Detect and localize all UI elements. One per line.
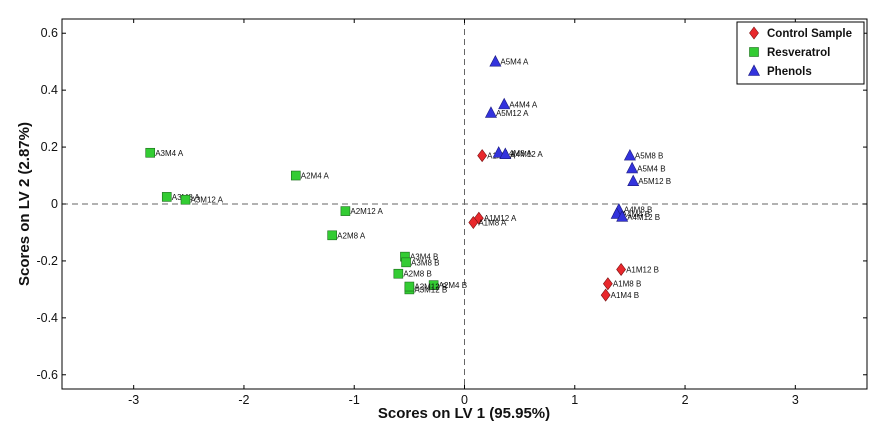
x-tick-label: 3 bbox=[792, 393, 799, 407]
data-point-square bbox=[145, 147, 156, 158]
data-point-triangle bbox=[499, 147, 512, 159]
y-tick-label: 0 bbox=[51, 197, 58, 211]
y-tick-label: -0.2 bbox=[36, 254, 58, 268]
point-label: A4M12 B bbox=[627, 213, 660, 222]
x-tick-label: 1 bbox=[571, 393, 578, 407]
legend-marker-diamond bbox=[749, 26, 759, 40]
point-label: A1M8 B bbox=[613, 280, 641, 289]
point-label: A1M12 B bbox=[626, 265, 659, 274]
data-point-triangle bbox=[626, 161, 639, 174]
x-tick-label: 2 bbox=[682, 393, 689, 407]
y-tick-label: -0.4 bbox=[36, 311, 58, 325]
point-label: A1M4 B bbox=[611, 291, 639, 300]
point-label: A5M4 A bbox=[500, 58, 529, 67]
data-point-square bbox=[404, 281, 415, 292]
data-point-triangle bbox=[616, 210, 629, 222]
data-point-square bbox=[393, 268, 404, 279]
data-point-triangle bbox=[489, 55, 502, 67]
point-label: A3M12 A bbox=[191, 196, 224, 205]
legend-label: Phenols bbox=[767, 66, 812, 78]
data-point-diamond bbox=[468, 216, 479, 229]
x-tick-label: -3 bbox=[128, 393, 139, 407]
data-point-diamond bbox=[600, 288, 611, 302]
legend-label: Control Sample bbox=[767, 28, 852, 40]
reference-lines bbox=[62, 19, 867, 389]
point-label: A5M12 A bbox=[496, 109, 529, 118]
y-axis-title: Scores on LV 2 (2.87%) bbox=[16, 122, 33, 286]
point-label: A2M12 B bbox=[414, 283, 447, 292]
data-point-square bbox=[327, 230, 337, 241]
data-point-triangle bbox=[623, 148, 636, 161]
y-tick-label: 0.4 bbox=[41, 83, 58, 97]
x-tick-label: 0 bbox=[461, 393, 468, 407]
data-point-diamond bbox=[477, 149, 488, 163]
legend: Control Sample Resveratrol Phenols bbox=[736, 21, 865, 85]
x-axis-title: Scores on LV 1 (95.95%) bbox=[378, 405, 550, 422]
data-point-diamond bbox=[602, 277, 613, 291]
x-axis-ticks: -3 -2 -1 0 1 2 3 bbox=[128, 19, 799, 407]
data-point-triangle bbox=[484, 106, 497, 118]
data-point-square bbox=[290, 170, 301, 181]
point-label: A2M8 B bbox=[403, 270, 431, 279]
point-label: A4M8 A bbox=[504, 149, 533, 158]
point-label: A2M8 A bbox=[337, 231, 366, 240]
point-label: A3M8 B bbox=[411, 258, 439, 267]
data-point-triangle bbox=[498, 97, 511, 110]
legend-label: Resveratrol bbox=[767, 47, 830, 59]
point-label: A5M12 B bbox=[638, 177, 671, 186]
y-tick-label: 0.2 bbox=[41, 140, 58, 154]
y-axis-ticks: -0.6 -0.4 -0.2 0 0.2 0.4 0.6 bbox=[36, 26, 867, 382]
point-label: A4M8 B bbox=[624, 206, 652, 215]
point-label: A4M4 B bbox=[622, 210, 650, 219]
point-label: A1M12 A bbox=[484, 214, 517, 223]
y-tick-label: 0.6 bbox=[41, 26, 58, 40]
x-tick-label: -2 bbox=[238, 393, 249, 407]
data-point-triangle bbox=[492, 146, 505, 158]
data-point-square bbox=[428, 280, 439, 290]
point-label: A3M4 B bbox=[410, 253, 438, 262]
data-point-square bbox=[340, 206, 351, 216]
data-point-diamond bbox=[616, 262, 626, 276]
legend-marker-triangle bbox=[748, 64, 760, 76]
data-point-square bbox=[401, 257, 411, 268]
point-label: A4M12 A bbox=[510, 150, 543, 159]
data-point-square bbox=[161, 192, 172, 202]
point-label: A4M4 A bbox=[509, 100, 538, 109]
data-point-square bbox=[180, 194, 191, 205]
point-label: A5M8 B bbox=[635, 152, 663, 161]
x-tick-label: -1 bbox=[349, 393, 360, 407]
legend-marker-square bbox=[749, 47, 759, 57]
point-label: A2M4 B bbox=[439, 281, 467, 290]
point-label: A2M12 A bbox=[350, 207, 383, 216]
y-tick-label: -0.6 bbox=[36, 368, 58, 382]
point-label: A1M8 A bbox=[478, 219, 507, 228]
point-label: A3M12 B bbox=[414, 285, 447, 294]
point-label: A3M4 A bbox=[155, 149, 184, 158]
data-point-triangle bbox=[627, 174, 640, 187]
point-label: A5M4 B bbox=[637, 164, 665, 173]
point-label: A2M4 A bbox=[301, 172, 330, 181]
